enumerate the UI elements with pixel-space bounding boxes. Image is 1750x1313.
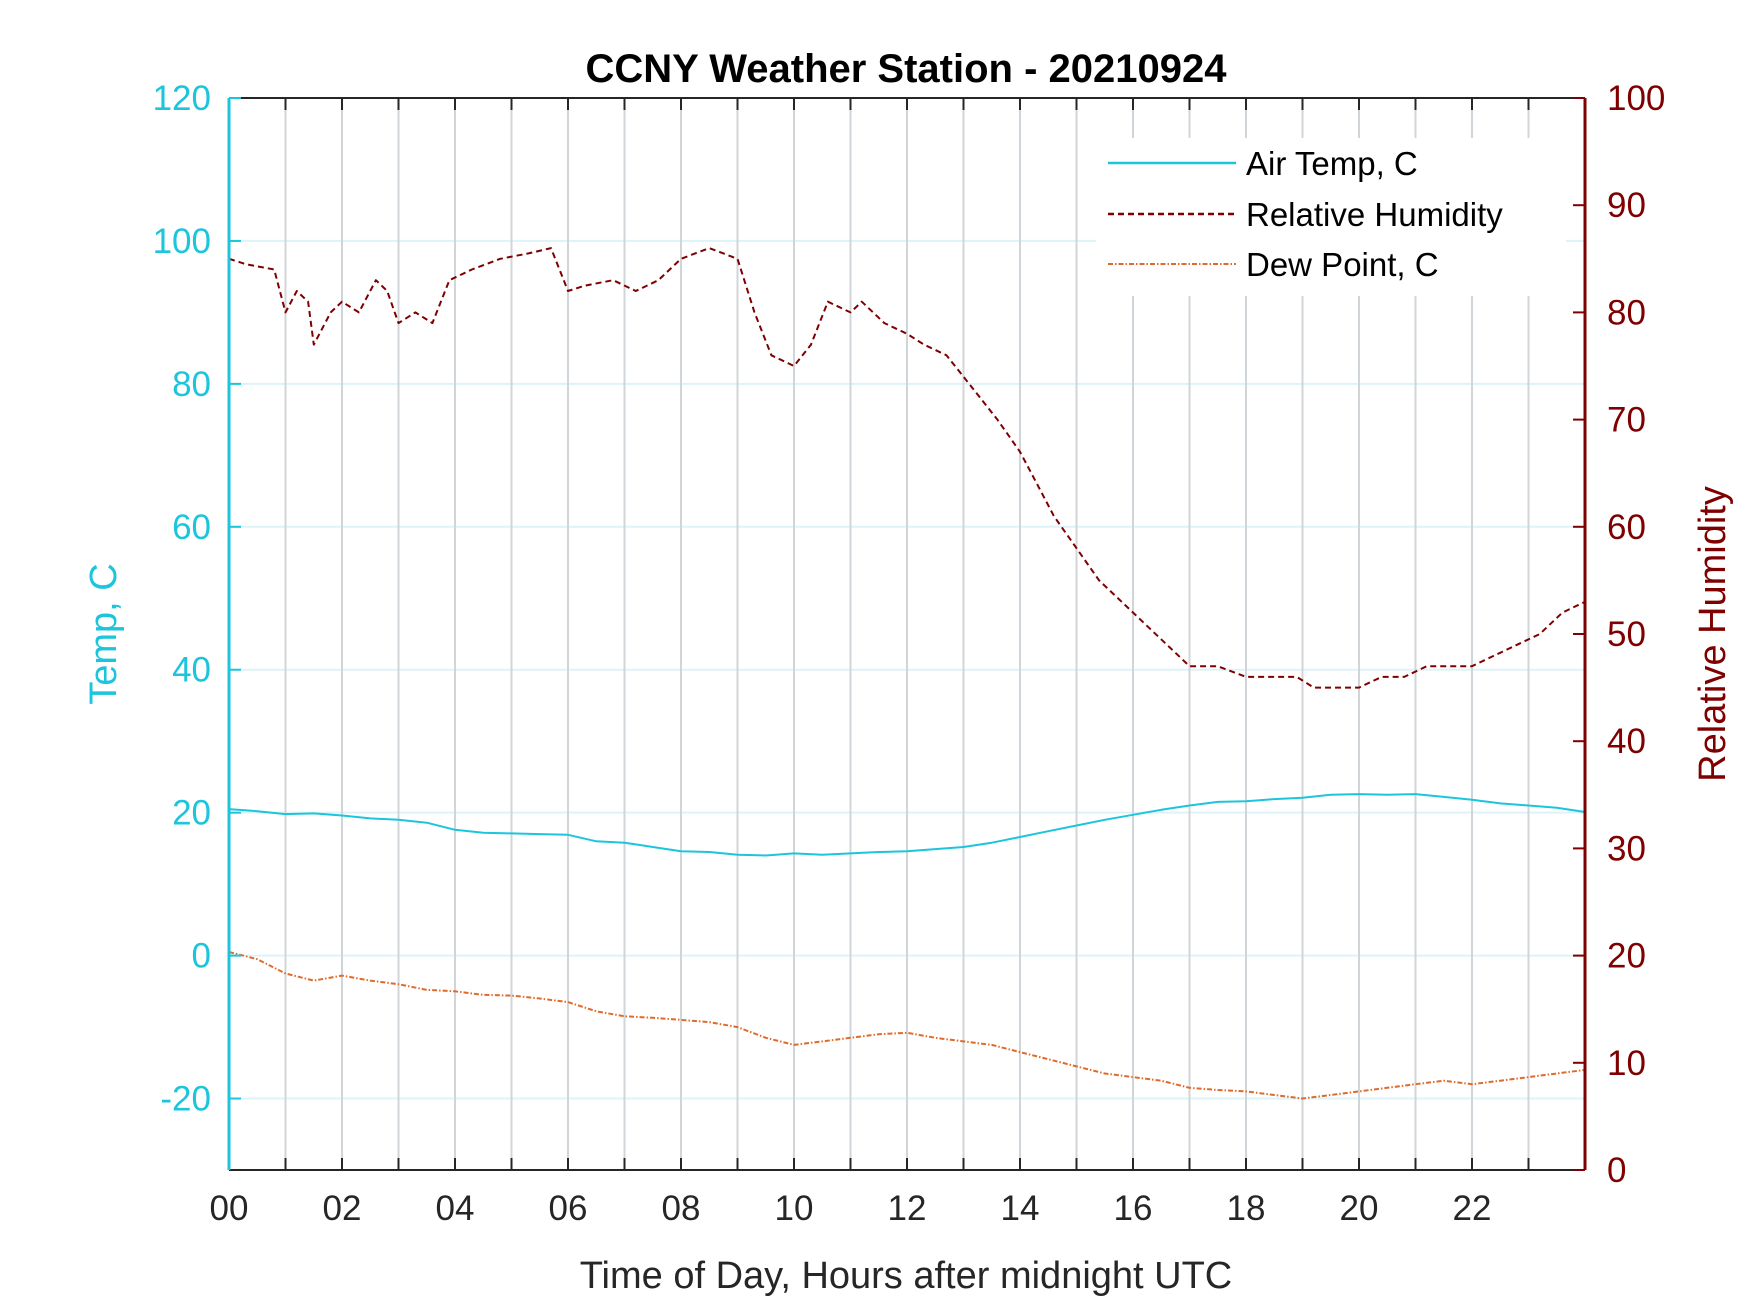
x-tick-label: 00 (210, 1189, 249, 1228)
legend-label-relative-humidity: Relative Humidity (1246, 196, 1503, 233)
dew-point-line (228, 951, 1586, 1100)
series-layer (228, 247, 1586, 1100)
left-y-tick-label: 40 (172, 651, 211, 690)
legend-label-dew-point: Dew Point, C (1246, 246, 1439, 283)
x-axis-label: Time of Day, Hours after midnight UTC (580, 1255, 1233, 1297)
right-y-tick-label: 80 (1607, 293, 1646, 332)
x-tick-label: 22 (1453, 1189, 1492, 1228)
relative-humidity-line (228, 247, 1586, 689)
right-y-axis-label: Relative Humidity (1692, 486, 1734, 782)
left-y-tick-label: 100 (153, 222, 211, 261)
chart-title: CCNY Weather Station - 20210924 (586, 47, 1228, 91)
x-tick-label: 10 (775, 1189, 814, 1228)
left-y-tick-label: 120 (153, 79, 211, 118)
x-tick-label: 08 (662, 1189, 701, 1228)
x-axis-ticks: 00 02 04 06 08 10 12 14 16 18 20 22 (210, 1189, 1492, 1228)
right-y-tick-label: 0 (1607, 1151, 1626, 1190)
right-y-tick-label: 40 (1607, 722, 1646, 761)
legend: Air Temp, C Relative Humidity Dew Point,… (1096, 138, 1566, 296)
air-temp-line (228, 793, 1586, 857)
legend-label-air-temp: Air Temp, C (1246, 145, 1418, 182)
left-y-axis-label: Temp, C (83, 563, 125, 704)
x-tick-label: 16 (1114, 1189, 1153, 1228)
left-y-tick-label: -20 (160, 1080, 211, 1119)
right-y-tick-label: 20 (1607, 937, 1646, 976)
right-y-tick-label: 100 (1607, 79, 1665, 118)
x-tick-label: 04 (436, 1189, 475, 1228)
x-tick-label: 02 (323, 1189, 362, 1228)
right-y-tick-label: 10 (1607, 1044, 1646, 1083)
axes-layer (227, 97, 1587, 1171)
left-y-tick-label: 20 (172, 794, 211, 833)
x-tick-label: 12 (888, 1189, 927, 1228)
left-y-axis-ticks: -20 0 20 40 60 80 100 120 (153, 79, 241, 1119)
right-y-tick-label: 90 (1607, 186, 1646, 225)
right-y-tick-label: 70 (1607, 401, 1646, 440)
x-tick-label: 14 (1001, 1189, 1040, 1228)
legend-box (1096, 138, 1566, 296)
x-tick-label: 06 (549, 1189, 588, 1228)
x-tick-label: 20 (1340, 1189, 1379, 1228)
right-y-tick-label: 60 (1607, 508, 1646, 547)
right-y-axis-ticks: 0 10 20 30 40 50 60 70 80 90 100 (1573, 79, 1665, 1190)
x-tick-label: 18 (1227, 1189, 1266, 1228)
left-y-tick-label: 60 (172, 508, 211, 547)
right-y-tick-label: 30 (1607, 829, 1646, 868)
left-y-tick-label: 80 (172, 365, 211, 404)
right-y-tick-label: 50 (1607, 615, 1646, 654)
left-y-tick-label: 0 (192, 937, 211, 976)
